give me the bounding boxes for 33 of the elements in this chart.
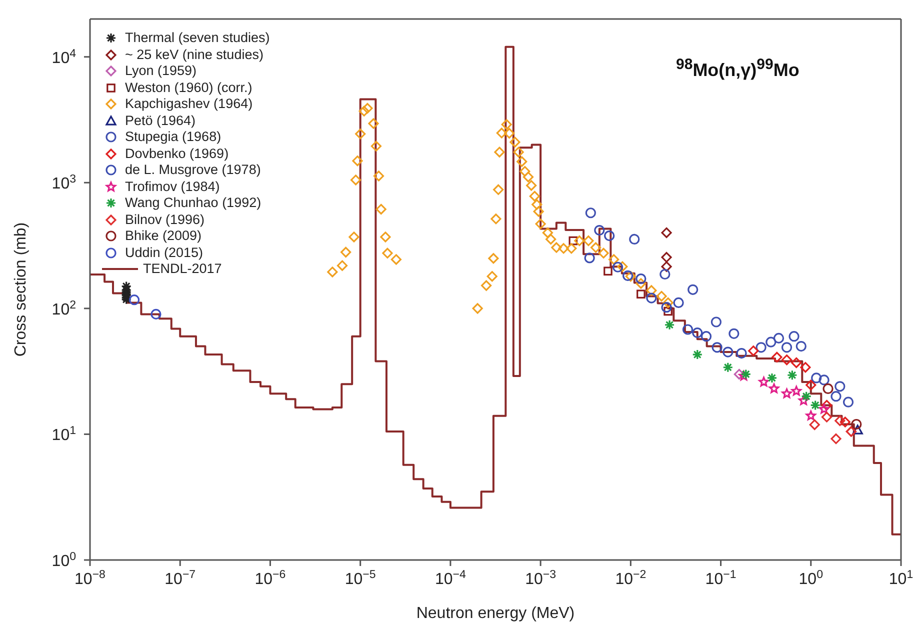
legend-label: Trofimov (1984) <box>125 178 220 195</box>
legend-label: Thermal (seven studies) <box>125 30 270 46</box>
legend-label: Wang Chunhao (1992) <box>125 195 262 212</box>
legend-label: Lyon (1959) <box>125 63 197 80</box>
text: $^{98}$Mo(n,γ)$^{99}$Mo <box>676 56 800 81</box>
legend-label: Petö (1964) <box>125 112 196 129</box>
y-tick-label: 10$^{2}$ <box>52 299 76 318</box>
legend-label: Kapchigashev (1964) <box>125 96 253 112</box>
legend-label: Stupegia (1968) <box>125 129 222 146</box>
legend-label: ~ 25 keV (nine studies) <box>125 46 264 63</box>
x-tick-label: 10$^{1}$ <box>888 569 914 588</box>
legend-label: TENDL-2017 <box>143 261 222 278</box>
y-axis-title: Cross section (mb) <box>12 222 30 357</box>
x-axis-title: Neutron energy (MeV) <box>416 605 575 622</box>
y-tick-label: 10$^{0}$ <box>52 551 76 570</box>
x-tick-label: 10$^{−6}$ <box>254 569 286 588</box>
y-tick-label: 10$^{4}$ <box>52 48 77 67</box>
legend-label: de L. Musgrove (1978) <box>125 162 261 178</box>
legend-label: Weston (1960) (corr.) <box>125 80 252 96</box>
legend-label: Bilnov (1996) <box>125 212 205 228</box>
x-tick-label: 10$^{−8}$ <box>74 569 106 588</box>
x-tick-label: 10$^{−1}$ <box>705 569 736 588</box>
x-tick-label: 10$^{−4}$ <box>434 569 466 588</box>
legend-label: Dovbenko (1969) <box>125 146 229 162</box>
x-tick-label: 10$^{0}$ <box>798 569 823 588</box>
x-tick-label: 10$^{−7}$ <box>164 569 196 588</box>
x-tick-label: 10$^{−3}$ <box>525 569 556 588</box>
x-tick-label: 10$^{−5}$ <box>344 569 376 588</box>
legend-label: Bhike (2009) <box>125 228 202 244</box>
y-tick-label: 10$^{1}$ <box>52 425 76 444</box>
x-tick-label: 10$^{−2}$ <box>615 569 646 588</box>
y-tick-label: 10$^{3}$ <box>52 174 76 193</box>
legend-label: Uddin (2015) <box>125 244 204 261</box>
